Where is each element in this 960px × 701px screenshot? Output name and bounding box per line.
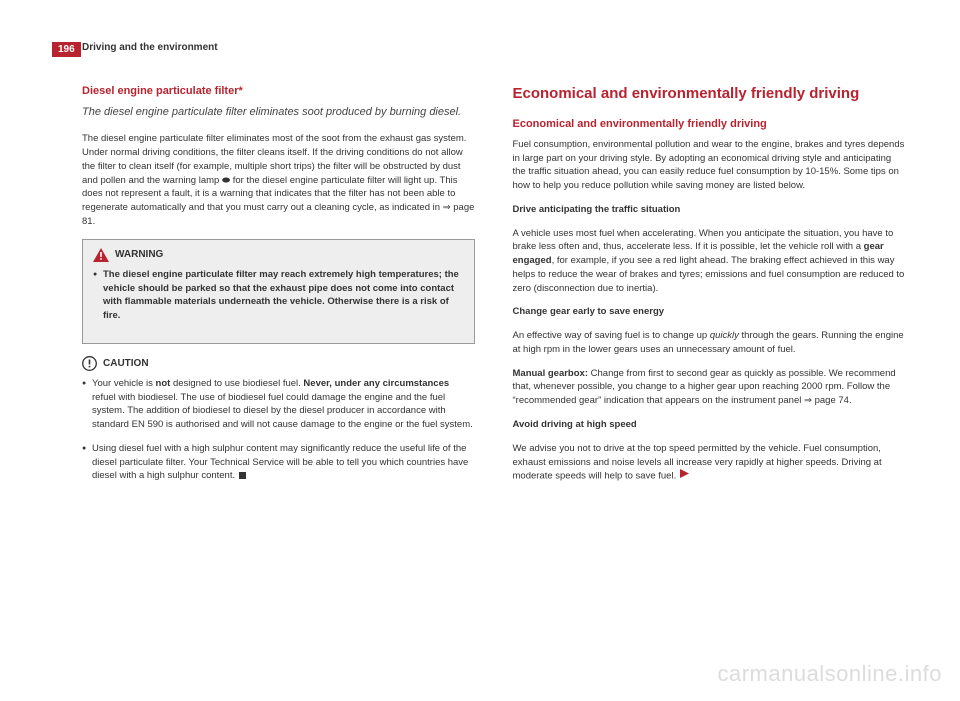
page-number: 196 [52, 42, 81, 57]
caution-bullet-2: Using diesel fuel with a high sulphur co… [82, 442, 475, 483]
caution-label: CAUTION [103, 358, 149, 369]
page-content: Diesel engine particulate filter* The di… [82, 85, 905, 493]
caution-b1-c: refuel with biodiesel. The use of biodie… [92, 392, 473, 431]
right-column: Economical and environmentally friendly … [513, 85, 906, 493]
caution-b1-b: designed to use biodiesel fuel. [170, 378, 303, 389]
caution-circle-icon [82, 356, 97, 371]
running-head: Driving and the environment [82, 42, 218, 53]
eco-sub-heading: Economical and environmentally friendly … [513, 118, 906, 130]
caution-b1-a: Your vehicle is [92, 378, 156, 389]
para-gear-quickly: quickly [710, 330, 739, 341]
warning-box: WARNING The diesel engine particulate fi… [82, 239, 475, 344]
eco-section-heading: Economical and environmentally friendly … [513, 85, 906, 104]
caution-b1-never: Never, under any circumstances [303, 378, 449, 389]
heading-gear: Change gear early to save energy [513, 305, 906, 319]
para-gear-1: An effective way of saving fuel is to ch… [513, 329, 906, 357]
continue-arrow-icon [680, 469, 689, 483]
caution-b1-not: not [156, 378, 171, 389]
warning-label: WARNING [115, 249, 163, 260]
para-gear-2: Manual gearbox: Change from first to sec… [513, 367, 906, 408]
dpf-para: The diesel engine particulate filter eli… [82, 132, 475, 228]
warning-list: The diesel engine particulate filter may… [93, 268, 464, 323]
para-speed-text: We advise you not to drive at the top sp… [513, 443, 882, 482]
warning-header: WARNING [93, 248, 464, 262]
end-of-section-icon [239, 472, 246, 479]
dpf-heading: Diesel engine particulate filter* [82, 85, 475, 97]
warning-bullet: The diesel engine particulate filter may… [93, 268, 464, 323]
watermark: carmanualsonline.info [717, 661, 942, 687]
caution-b2-text: Using diesel fuel with a high sulphur co… [92, 443, 468, 482]
warning-bullet-text: The diesel engine particulate filter may… [103, 269, 459, 321]
heading-gear-text: Change gear early to save energy [513, 306, 665, 317]
heading-traffic-text: Drive anticipating the traffic situation [513, 204, 681, 215]
left-column: Diesel engine particulate filter* The di… [82, 85, 475, 493]
dpf-lamp-icon: ⬬ [222, 175, 230, 186]
warning-triangle-icon [93, 248, 109, 262]
para-gear-a: An effective way of saving fuel is to ch… [513, 330, 710, 341]
heading-traffic: Drive anticipating the traffic situation [513, 203, 906, 217]
caution-bullet-1: Your vehicle is not designed to use biod… [82, 377, 475, 432]
heading-speed-text: Avoid driving at high speed [513, 419, 637, 430]
caution-header: CAUTION [82, 356, 475, 371]
para-speed: We advise you not to drive at the top sp… [513, 442, 906, 484]
eco-para-intro: Fuel consumption, environmental pollutio… [513, 138, 906, 193]
dpf-intro: The diesel engine particulate filter eli… [82, 105, 475, 120]
para-traffic-b: , for example, if you see a red light ah… [513, 255, 905, 294]
para-gear-manual: Manual gearbox: [513, 368, 589, 379]
caution-list: Your vehicle is not designed to use biod… [82, 377, 475, 483]
para-traffic: A vehicle uses most fuel when accelerati… [513, 227, 906, 296]
para-traffic-a: A vehicle uses most fuel when accelerati… [513, 228, 894, 253]
heading-speed: Avoid driving at high speed [513, 418, 906, 432]
